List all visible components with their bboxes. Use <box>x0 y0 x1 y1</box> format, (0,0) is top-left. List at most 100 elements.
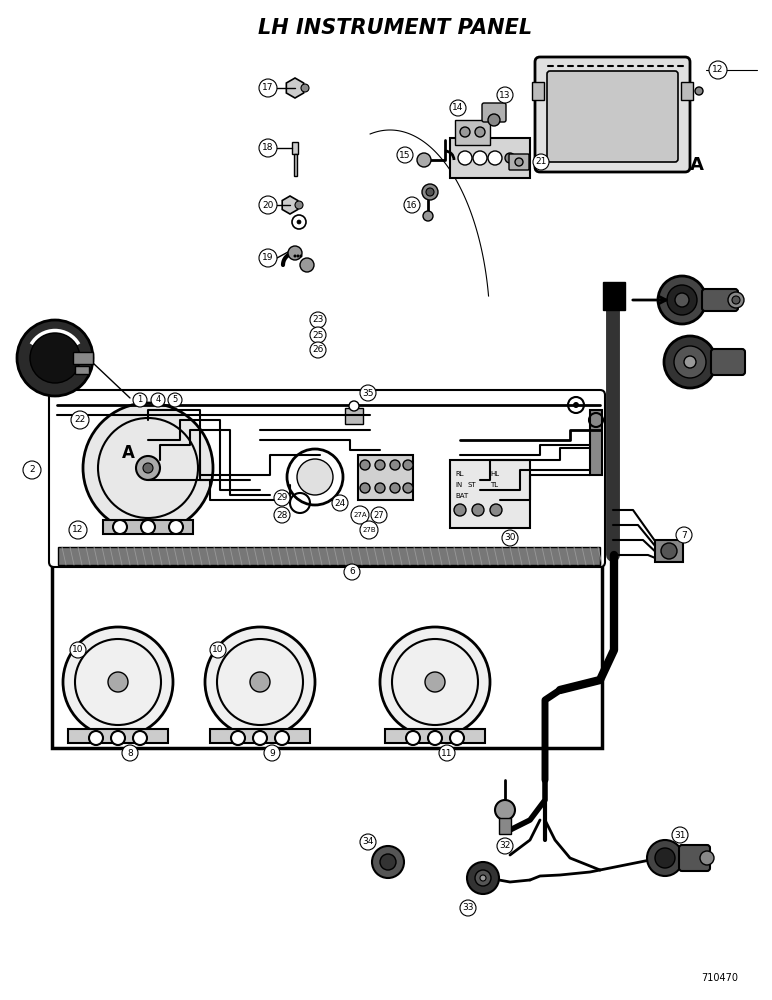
Circle shape <box>480 875 486 881</box>
Circle shape <box>423 211 433 221</box>
Text: 2: 2 <box>29 466 35 475</box>
Text: 25: 25 <box>313 330 323 340</box>
Circle shape <box>231 731 245 745</box>
Circle shape <box>422 184 438 200</box>
FancyBboxPatch shape <box>702 289 738 311</box>
Text: 34: 34 <box>362 838 374 846</box>
Circle shape <box>344 564 360 580</box>
Text: 24: 24 <box>334 498 346 508</box>
Text: 11: 11 <box>442 748 452 758</box>
Circle shape <box>360 460 370 470</box>
Circle shape <box>23 461 41 479</box>
Circle shape <box>406 731 420 745</box>
Circle shape <box>300 258 314 272</box>
Bar <box>294 154 297 176</box>
Circle shape <box>17 320 93 396</box>
Bar <box>455 120 490 145</box>
Text: ST: ST <box>468 482 476 488</box>
Circle shape <box>488 114 500 126</box>
Text: 6: 6 <box>349 568 355 576</box>
Circle shape <box>497 838 513 854</box>
Circle shape <box>495 800 515 820</box>
Circle shape <box>151 393 165 407</box>
Circle shape <box>454 504 466 516</box>
Bar <box>358 455 413 500</box>
Circle shape <box>709 61 727 79</box>
FancyBboxPatch shape <box>679 845 710 871</box>
Circle shape <box>259 79 277 97</box>
Bar <box>450 138 530 178</box>
Bar <box>345 408 363 424</box>
Circle shape <box>475 870 491 886</box>
Text: 14: 14 <box>452 104 464 112</box>
FancyBboxPatch shape <box>482 103 506 122</box>
Circle shape <box>274 490 290 506</box>
Circle shape <box>674 346 706 378</box>
Text: BAT: BAT <box>455 493 469 499</box>
Circle shape <box>497 87 513 103</box>
Text: A: A <box>690 156 704 174</box>
Circle shape <box>360 483 370 493</box>
Circle shape <box>695 87 703 95</box>
Circle shape <box>83 403 213 533</box>
Text: 17: 17 <box>262 84 274 93</box>
Circle shape <box>667 285 697 315</box>
Circle shape <box>205 627 315 737</box>
Bar <box>58 547 600 565</box>
Circle shape <box>425 672 445 692</box>
Circle shape <box>403 460 413 470</box>
Text: 20: 20 <box>262 200 274 210</box>
Text: 4: 4 <box>155 395 161 404</box>
Bar <box>73 352 93 364</box>
Circle shape <box>450 731 464 745</box>
Circle shape <box>375 483 385 493</box>
Text: HL: HL <box>490 471 499 477</box>
Circle shape <box>439 745 455 761</box>
Text: 22: 22 <box>74 416 86 424</box>
Circle shape <box>253 731 267 745</box>
Circle shape <box>728 292 744 308</box>
Circle shape <box>133 393 147 407</box>
Circle shape <box>372 846 404 878</box>
Circle shape <box>672 827 688 843</box>
Circle shape <box>301 84 309 92</box>
Text: 31: 31 <box>674 830 686 840</box>
FancyBboxPatch shape <box>711 349 745 375</box>
Circle shape <box>515 158 523 166</box>
Text: 30: 30 <box>504 534 516 542</box>
Circle shape <box>259 139 277 157</box>
Circle shape <box>143 463 153 473</box>
Circle shape <box>259 249 277 267</box>
Circle shape <box>295 201 303 209</box>
Text: 13: 13 <box>499 91 511 100</box>
Circle shape <box>122 745 138 761</box>
Circle shape <box>658 276 706 324</box>
Circle shape <box>467 862 499 894</box>
Circle shape <box>264 745 280 761</box>
Bar <box>590 410 602 475</box>
Text: 19: 19 <box>262 253 274 262</box>
Circle shape <box>380 854 396 870</box>
Circle shape <box>647 840 683 876</box>
Circle shape <box>296 254 300 257</box>
Circle shape <box>169 520 183 534</box>
Circle shape <box>360 385 376 401</box>
Text: 15: 15 <box>399 150 411 159</box>
Text: 32: 32 <box>499 842 511 850</box>
Text: 710470: 710470 <box>702 973 739 983</box>
Text: 26: 26 <box>313 346 323 355</box>
Circle shape <box>568 397 584 413</box>
Circle shape <box>472 504 484 516</box>
Text: 9: 9 <box>269 748 275 758</box>
Bar <box>655 540 683 562</box>
Circle shape <box>460 900 476 916</box>
Text: 27: 27 <box>374 510 384 520</box>
Circle shape <box>136 456 160 480</box>
Text: 23: 23 <box>313 316 323 324</box>
Circle shape <box>664 336 716 388</box>
Text: TL: TL <box>490 482 498 488</box>
Bar <box>210 729 310 743</box>
Circle shape <box>141 520 155 534</box>
Circle shape <box>300 254 303 257</box>
FancyBboxPatch shape <box>49 390 605 567</box>
